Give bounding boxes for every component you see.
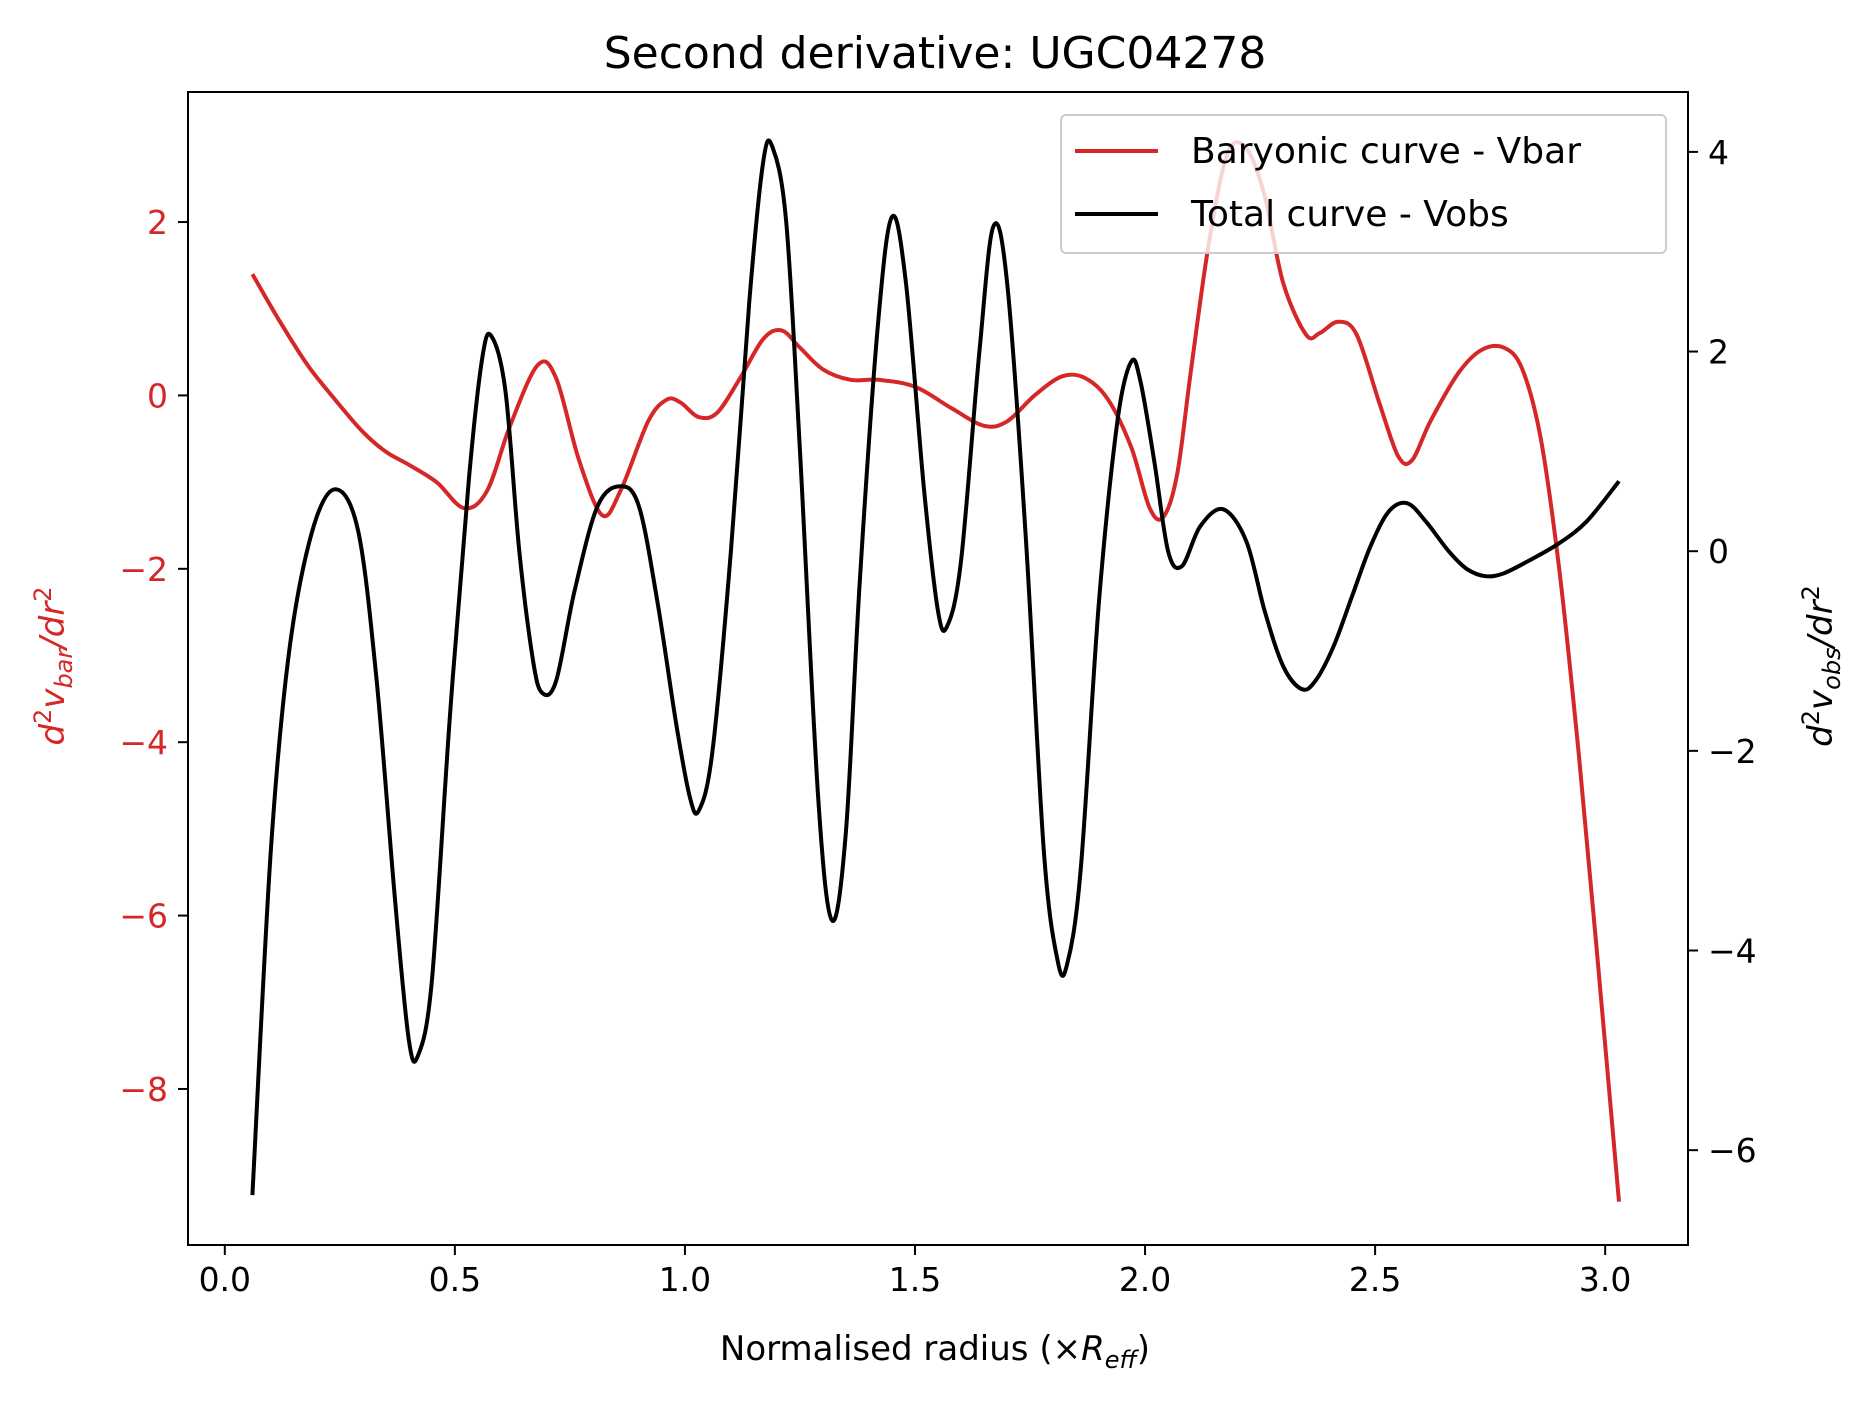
x-tick-label: 2.0 [1119,1260,1171,1299]
right-y-tick-label: 2 [1708,333,1729,372]
left-y-tick-label: −2 [119,550,168,589]
right-y-axis-label-mid: /dr [1801,598,1841,650]
x-axis-label-symbol: R [1081,1329,1105,1369]
right-y-tick-label: 4 [1708,133,1729,172]
right-y-axis-ticks: 4 2 0 −2 −4 −6 [1688,133,1757,1170]
left-y-axis-ticks: 2 0 −2 −4 −6 −8 [119,203,188,1109]
x-tick-label: 2.5 [1349,1260,1401,1299]
left-y-tick-label: −8 [119,1070,168,1109]
legend-box [1060,114,1667,254]
right-y-axis-label-d: d [1801,725,1841,747]
series-lines [250,138,1621,1202]
right-y-axis-label: d2vobs/dr2 [1797,585,1846,747]
x-tick-label: 0.5 [429,1260,481,1299]
left-y-axis-label-v: v [33,688,73,709]
right-y-tick-label: −4 [1708,932,1757,971]
plot-frame [187,91,1689,1246]
left-y-axis-label-d: d [33,724,73,746]
x-axis-label: Normalised radius (×Reff) [720,1329,1150,1374]
x-tick-label: 1.0 [659,1260,711,1299]
right-y-tick-label: −2 [1708,732,1757,771]
legend: Baryonic curve - Vbar Total curve - Vobs [1060,114,1667,254]
legend-label-vbar: Baryonic curve - Vbar [1191,131,1581,172]
chart-title: Second derivative: UGC04278 [604,28,1267,79]
right-y-axis-label-sub: obs [1818,647,1846,689]
left-y-axis-label-mid: /dr [33,600,73,652]
x-axis-ticks: 0.0 0.5 1.0 1.5 2.0 2.5 3.0 [199,1245,1631,1299]
x-tick-label: 3.0 [1579,1260,1631,1299]
right-y-tick-label: −6 [1708,1131,1757,1170]
left-y-tick-label: −4 [119,723,168,762]
left-y-tick-label: 2 [147,203,168,242]
x-tick-label: 1.5 [889,1260,941,1299]
left-y-axis-label-sup2: 2 [29,586,57,601]
plot-area [187,91,1689,1246]
right-y-axis-label-sup1: 2 [1797,710,1825,725]
x-axis-label-subscript: eff [1105,1346,1140,1374]
x-tick-label: 0.0 [199,1260,251,1299]
left-y-axis-label: d2vbar/dr2 [29,586,78,745]
right-y-axis-label-v: v [1801,689,1841,710]
legend-label-vobs: Total curve - Vobs [1190,194,1509,235]
x-axis-label-suffix: ) [1137,1329,1150,1369]
right-y-tick-label: 0 [1708,532,1729,571]
series-line-vbar [250,140,1621,1202]
left-y-tick-label: −6 [119,897,168,936]
left-y-axis-label-sub: bar [50,647,78,689]
x-axis-label-prefix: Normalised radius (× [720,1329,1081,1369]
right-y-axis-label-sup2: 2 [1797,585,1825,600]
left-y-tick-label: 0 [147,376,168,415]
series-line-vobs [250,138,1621,1196]
left-y-axis-label-sup1: 2 [29,709,57,724]
